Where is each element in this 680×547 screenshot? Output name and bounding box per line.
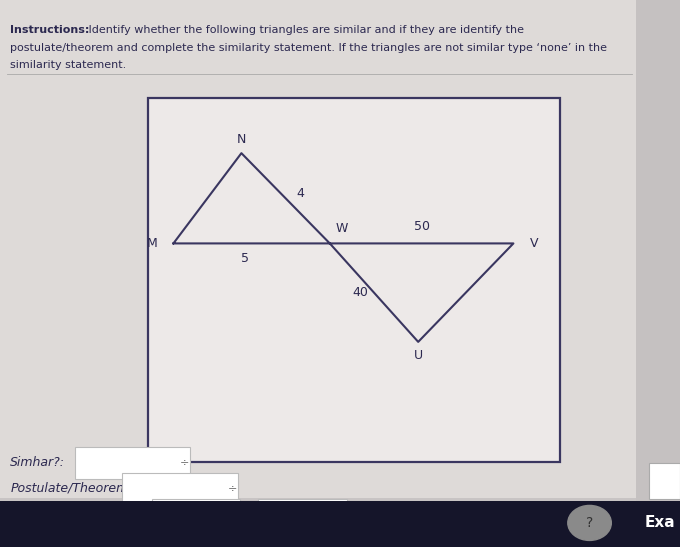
Text: ÷: ÷ — [180, 457, 190, 467]
FancyBboxPatch shape — [636, 0, 680, 501]
Text: Instructions:: Instructions: — [10, 25, 90, 34]
Text: 4: 4 — [296, 188, 305, 200]
FancyBboxPatch shape — [148, 98, 560, 462]
Text: 5: 5 — [241, 252, 249, 265]
Text: ÷: ÷ — [228, 483, 237, 493]
Text: M: M — [146, 237, 157, 250]
Text: Similarity Statement:: Similarity Statement: — [10, 508, 143, 521]
Text: Postulate/Theorem:: Postulate/Theorem: — [10, 481, 133, 494]
Text: U: U — [413, 349, 423, 362]
Text: postulate/theorem and complete the similarity statement. If the triangles are no: postulate/theorem and complete the simil… — [10, 43, 607, 53]
Text: Simhar?:: Simhar?: — [10, 456, 65, 469]
Text: W: W — [335, 222, 347, 235]
FancyBboxPatch shape — [122, 473, 238, 504]
Text: ?: ? — [586, 516, 593, 530]
FancyBboxPatch shape — [0, 501, 680, 547]
Text: Identify whether the following triangles are similar and if they are identify th: Identify whether the following triangles… — [85, 25, 524, 34]
Text: V: V — [530, 237, 539, 250]
Circle shape — [568, 505, 611, 540]
FancyBboxPatch shape — [258, 499, 347, 531]
FancyBboxPatch shape — [649, 463, 680, 499]
Text: Exa: Exa — [645, 515, 675, 531]
Text: 40: 40 — [353, 286, 369, 299]
FancyBboxPatch shape — [0, 0, 636, 498]
Text: ~△: ~△ — [241, 508, 262, 521]
FancyBboxPatch shape — [75, 447, 190, 479]
Text: similarity statement.: similarity statement. — [10, 60, 126, 69]
Text: N: N — [237, 133, 246, 146]
Text: 50: 50 — [413, 220, 430, 233]
FancyBboxPatch shape — [152, 499, 240, 531]
Text: △: △ — [144, 508, 154, 521]
